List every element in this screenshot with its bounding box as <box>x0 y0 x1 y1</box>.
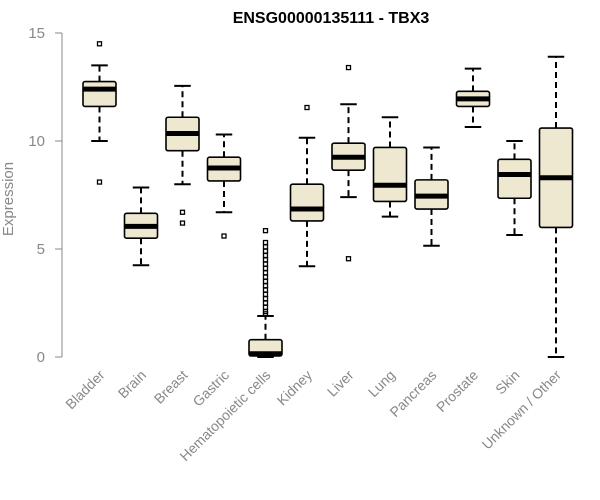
outlier-point <box>96 41 103 47</box>
box-3 <box>206 133 242 239</box>
category-label: Breast <box>151 367 191 407</box>
box-10 <box>497 140 532 236</box>
outlier-point <box>262 300 269 306</box>
outlier-point <box>262 270 269 276</box>
axes: 0 5 10 15 <box>28 25 63 366</box>
outlier-point <box>262 261 269 267</box>
outlier-point <box>262 248 269 254</box>
box-iqr <box>289 183 325 222</box>
y-tick-label: 0 <box>37 349 45 366</box>
box-1 <box>123 186 159 267</box>
outlier-point <box>262 278 269 285</box>
box-6 <box>331 64 366 262</box>
outlier-point <box>262 227 269 234</box>
outlier-point <box>304 104 310 111</box>
category-label: Liver <box>324 367 357 400</box>
box-8 <box>414 146 449 247</box>
category-label: Kidney <box>274 367 316 409</box>
category-label: Prostate <box>433 367 481 415</box>
category-label: Unknown / Other <box>479 367 565 453</box>
outlier-point <box>179 209 186 215</box>
box-11 <box>538 55 574 358</box>
category-label: Skin <box>492 367 523 398</box>
outlier-point <box>221 233 227 239</box>
category-label: Brain <box>115 367 149 401</box>
outlier-point <box>262 274 269 280</box>
y-tick-label: 5 <box>37 241 45 258</box>
box-5 <box>289 104 325 268</box>
y-tick-label: 10 <box>28 133 45 150</box>
box-9 <box>455 67 491 128</box>
y-axis-label: Expression <box>0 162 17 236</box>
outlier-point <box>345 256 352 262</box>
outlier-point <box>262 296 269 302</box>
y-tick-label: 15 <box>28 25 45 42</box>
outlier-point <box>262 239 269 246</box>
outlier-point <box>262 265 269 272</box>
boxes <box>82 41 574 358</box>
outlier-point <box>345 64 352 71</box>
outlier-point <box>96 179 103 185</box>
outlier-point <box>262 304 269 310</box>
category-label: Bladder <box>62 367 108 413</box>
box-7 <box>372 116 408 218</box>
box-0 <box>82 41 117 185</box>
box-iqr <box>372 146 408 203</box>
category-label: Lung <box>365 367 398 400</box>
box-iqr <box>497 158 532 200</box>
chart-title: ENSG00000135111 - TBX3 <box>233 10 430 27</box>
box-4 <box>248 227 283 358</box>
box-2 <box>165 84 200 226</box>
outlier-point <box>262 287 269 293</box>
box-iqr <box>82 80 117 108</box>
outlier-point <box>262 291 269 298</box>
outlier-point <box>262 257 269 263</box>
outlier-point <box>179 220 186 226</box>
outlier-point <box>262 283 269 289</box>
outlier-point <box>262 244 269 250</box>
outlier-point <box>262 252 269 259</box>
